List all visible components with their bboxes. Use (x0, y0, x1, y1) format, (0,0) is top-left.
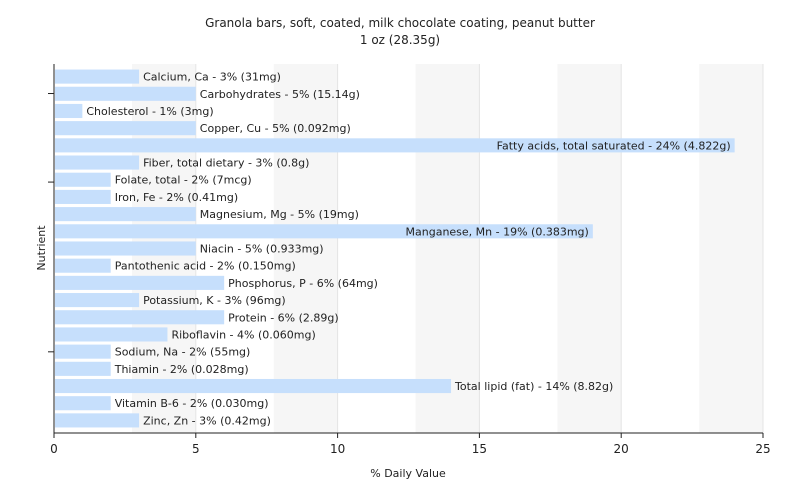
plot-band (415, 64, 480, 433)
bar (55, 155, 140, 170)
x-tick-label: 25 (755, 442, 770, 456)
bar (55, 378, 452, 394)
bars-group (55, 69, 735, 428)
bar-labels-group: Calcium, Ca - 3% (31mg) Carbohydrates - 5… (86, 71, 730, 428)
x-tick-label: 0 (50, 442, 58, 456)
bar-label: Fatty acids, total saturated - 24% (4.82… (497, 139, 731, 152)
bar-label: Calcium, Ca - 3% (31mg) (143, 71, 281, 84)
bar-label: Cholesterol - 1% (3mg) (86, 105, 213, 118)
bar (55, 413, 140, 428)
bar-label: Potassium, K - 3% (96mg) (143, 294, 286, 307)
bar-label: Folate, total - 2% (7mcg) (115, 174, 252, 187)
bar (55, 138, 735, 153)
bar (55, 86, 196, 101)
plot-band (699, 64, 763, 433)
bar-label: Manganese, Mn - 19% (0.383mg) (406, 225, 589, 238)
bar (55, 293, 140, 308)
bar (55, 207, 196, 222)
bar (55, 172, 111, 187)
bar-label: Magnesium, Mg - 5% (19mg) (200, 208, 359, 221)
bar-label: Fiber, total dietary - 3% (0.8g) (143, 157, 309, 170)
x-tick-label: 15 (472, 442, 487, 456)
bar (55, 396, 111, 411)
bar-label: Copper, Cu - 5% (0.092mg) (200, 122, 351, 135)
bar (55, 121, 196, 136)
bar-label: Riboflavin - 4% (0.060mg) (171, 328, 315, 341)
bar-label: Protein - 6% (2.89g) (228, 311, 339, 324)
bar (55, 241, 196, 256)
bar (55, 224, 593, 239)
bar-label: Carbohydrates - 5% (15.14g) (200, 88, 360, 101)
bar (55, 327, 168, 342)
bar (55, 344, 111, 359)
x-tick-label: 20 (614, 442, 629, 456)
bar-label: Phosphorus, P - 6% (64mg) (228, 277, 378, 290)
chart-subtitle: 1 oz (28.35g) (360, 33, 440, 47)
bar-label: Vitamin B-6 - 2% (0.030mg) (115, 397, 269, 410)
bar (55, 275, 225, 290)
bar-label: Total lipid (fat) - 14% (8.82g) (454, 380, 613, 393)
bar-label: Sodium, Na - 2% (55mg) (115, 346, 251, 359)
x-tick-label: 5 (192, 442, 200, 456)
bar (55, 361, 111, 376)
bar (55, 310, 225, 325)
plot-band (557, 64, 622, 433)
bar-label: Iron, Fe - 2% (0.41mg) (115, 191, 238, 204)
bar-label: Niacin - 5% (0.933mg) (200, 243, 324, 256)
bar-label: Thiamin - 2% (0.028mg) (114, 363, 249, 376)
x-tick-label: 10 (330, 442, 345, 456)
x-tick-labels: 0 5 10 15 20 25 (50, 442, 770, 456)
bar (55, 69, 140, 84)
axes-group (48, 64, 764, 438)
bar (55, 189, 111, 204)
bar (55, 258, 111, 273)
bar (55, 103, 83, 119)
plot-band (273, 64, 338, 433)
chart-title: Granola bars, soft, coated, milk chocola… (205, 16, 595, 30)
y-axis-label: Nutrient (35, 225, 48, 271)
bar-label: Pantothenic acid - 2% (0.150mg) (115, 260, 296, 273)
bar-label: Zinc, Zn - 3% (0.42mg) (143, 414, 271, 427)
x-axis-label: % Daily Value (370, 467, 446, 480)
